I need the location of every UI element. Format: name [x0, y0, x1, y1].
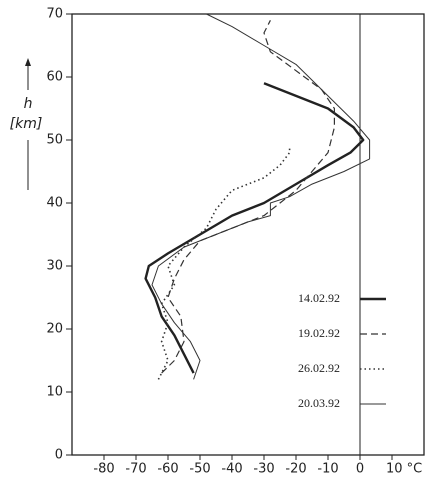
profile-line	[151, 13, 371, 380]
profile-line	[161, 20, 335, 374]
y-axis-unit: [km]	[10, 116, 43, 132]
y-tick-label: 60	[46, 70, 63, 85]
y-tick-label: 30	[46, 259, 63, 274]
legend-label: 14.02.92	[298, 291, 340, 305]
y-tick-label: 70	[46, 7, 63, 22]
x-tick-label: 0	[356, 462, 364, 477]
y-tick-label: 40	[46, 196, 63, 211]
x-tick-label: -20	[285, 462, 306, 477]
profile-line	[144, 82, 365, 374]
y-tick-label: 10	[46, 385, 63, 400]
legend-label: 19.02.92	[298, 326, 340, 340]
y-tick-label: 50	[46, 133, 63, 148]
plot-frame	[71, 13, 425, 456]
x-tick-label: -80	[93, 462, 114, 477]
x-tick-label: -30	[253, 462, 274, 477]
x-tick-label: 10 °C	[386, 462, 422, 477]
legend-label: 26.02.92	[298, 361, 340, 375]
x-tick-label: -70	[125, 462, 146, 477]
x-tick-label: -60	[157, 462, 178, 477]
y-tick-label: 20	[46, 322, 63, 337]
x-tick-label: -40	[221, 462, 242, 477]
y-axis-arrowhead	[25, 58, 31, 66]
x-tick-label: -50	[189, 462, 210, 477]
x-tick-label: -10	[317, 462, 338, 477]
y-tick-label: 0	[55, 448, 63, 463]
y-axis-symbol: h	[24, 96, 33, 112]
legend-label: 20.03.92	[298, 396, 340, 410]
